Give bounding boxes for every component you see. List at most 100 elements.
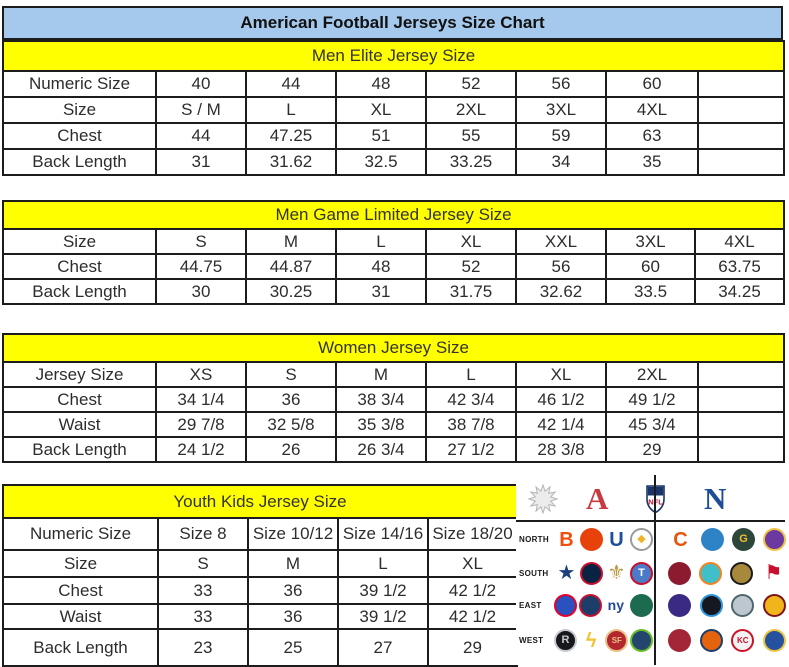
value-cell: 42 1/2 — [426, 603, 519, 630]
value-cell — [696, 122, 786, 150]
jaguars-logo-icon — [730, 561, 753, 585]
row-label-cell: Numeric Size — [2, 70, 157, 98]
table-section-header: Youth Kids Jersey Size — [1, 484, 519, 519]
youth-kids-size-table: Youth Kids Jersey Size Numeric Size Size … — [1, 484, 519, 667]
value-cell: S — [245, 361, 337, 388]
redskins-logo-icon — [762, 593, 786, 617]
value-cell: XL — [426, 549, 519, 578]
value-cell: 33 — [157, 603, 249, 630]
division-row: NORTH B U ◆ C G — [516, 522, 786, 557]
browns-logo-icon — [580, 528, 603, 551]
table-row: Chest 33 36 39 1/2 42 1/2 — [2, 576, 519, 605]
table-row: Back Length 23 25 27 29 — [2, 628, 519, 667]
value-cell — [696, 436, 786, 463]
row-label-cell: Chest — [2, 122, 157, 150]
value-cell: 34.25 — [693, 278, 786, 305]
table-row: Waist 29 7/8 32 5/8 35 3/8 38 7/8 42 1/4 45 3/… — [2, 411, 786, 438]
patriots-logo-icon — [578, 593, 602, 617]
value-cell: 26 — [245, 436, 337, 463]
value-cell: 44 — [245, 70, 337, 98]
value-cell — [696, 411, 786, 438]
conference-divider-line — [654, 475, 656, 665]
division-label: NORTH — [519, 535, 549, 544]
value-cell: Size 14/16 — [337, 517, 429, 551]
value-cell: S / M — [155, 96, 247, 124]
afc-team-logos: ★ ⚜ T — [554, 561, 653, 586]
value-cell: 30 — [155, 278, 247, 305]
value-cell: XXL — [515, 228, 607, 255]
bengals-logo-icon: B — [559, 528, 574, 551]
giants-logo-icon: ny — [607, 597, 624, 613]
value-cell: 47.25 — [245, 122, 337, 150]
value-cell: Size 8 — [157, 517, 249, 551]
value-cell — [696, 96, 786, 124]
saints-logo-icon: ⚜ — [607, 562, 626, 584]
value-cell: 48 — [335, 70, 427, 98]
women-size-table: Women Jersey Size Jersey Size XS S M L XL 2XL C… — [1, 333, 786, 463]
chargers-logo-icon: ϟ — [585, 629, 597, 652]
value-cell: 36 — [245, 386, 337, 413]
value-cell: L — [335, 228, 427, 255]
value-cell: Size 10/12 — [247, 517, 339, 551]
row-label-cell: Numeric Size — [2, 517, 159, 551]
value-cell: 2XL — [425, 96, 517, 124]
value-cell: 33 — [157, 576, 249, 605]
value-cell: M — [335, 361, 427, 388]
raiders-logo-icon: R — [554, 629, 577, 652]
value-cell: 44.87 — [245, 253, 337, 280]
value-cell: 48 — [335, 253, 427, 280]
value-cell: 39 1/2 — [337, 576, 429, 605]
value-cell: 38 7/8 — [425, 411, 517, 438]
table-row: Back Length 31 31.62 32.5 33.25 34 35 — [2, 148, 786, 176]
value-cell: 40 — [155, 70, 247, 98]
table-row: Jersey Size XS S M L XL 2XL — [2, 361, 786, 388]
value-cell: L — [337, 549, 429, 578]
49ers-logo-icon: SF — [605, 629, 629, 652]
value-cell: S — [157, 549, 249, 578]
value-cell — [696, 70, 786, 98]
bears-logo-icon: C — [673, 528, 688, 551]
table-section-header: Men Elite Jersey Size — [1, 40, 786, 72]
value-cell: XL — [515, 361, 607, 388]
packers-logo-icon: G — [732, 528, 755, 551]
nfc-team-logos: KC — [668, 629, 786, 652]
afc-team-logos: ny — [554, 593, 653, 618]
row-label-cell: Size — [2, 549, 159, 578]
value-cell: 28 3/8 — [515, 436, 607, 463]
value-cell: 44 — [155, 122, 247, 150]
value-cell: 27 1/2 — [425, 436, 517, 463]
nfc-logo-icon: N — [704, 481, 727, 516]
value-cell: 26 3/4 — [335, 436, 427, 463]
table-row: Chest 44.75 44.87 48 52 56 60 63.75 — [2, 253, 786, 280]
value-cell: 24 1/2 — [155, 436, 247, 463]
value-cell: 56 — [515, 253, 607, 280]
value-cell: 27 — [337, 628, 429, 667]
panthers-logo-icon — [699, 593, 723, 617]
value-cell: 31 — [335, 278, 427, 305]
value-cell — [696, 386, 786, 413]
value-cell: Size 18/20 — [426, 517, 519, 551]
table-section-header: Women Jersey Size — [1, 333, 786, 363]
value-cell: M — [247, 549, 339, 578]
value-cell: 32.62 — [515, 278, 607, 305]
division-label: SOUTH — [519, 568, 549, 578]
value-cell — [696, 148, 786, 176]
conference-header: A NFL N — [516, 479, 785, 522]
value-cell: L — [425, 361, 517, 388]
row-label-cell: Back Length — [2, 278, 157, 305]
division-row: EAST ny — [516, 589, 786, 621]
value-cell: 29 7/8 — [155, 411, 247, 438]
row-label-cell: Jersey Size — [2, 361, 157, 388]
colts-logo-icon: U — [609, 528, 624, 551]
value-cell: 56 — [515, 70, 607, 98]
row-label-cell: Waist — [2, 603, 159, 630]
row-label-cell: Size — [2, 96, 157, 124]
value-cell: 46 1/2 — [515, 386, 607, 413]
chiefs-logo-icon: KC — [731, 629, 755, 652]
vikings-logo-icon — [763, 528, 786, 551]
value-cell: 42 1/2 — [426, 576, 519, 605]
table-row: Back Length 24 1/2 26 26 3/4 27 1/2 28 3/8 29 — [2, 436, 786, 463]
